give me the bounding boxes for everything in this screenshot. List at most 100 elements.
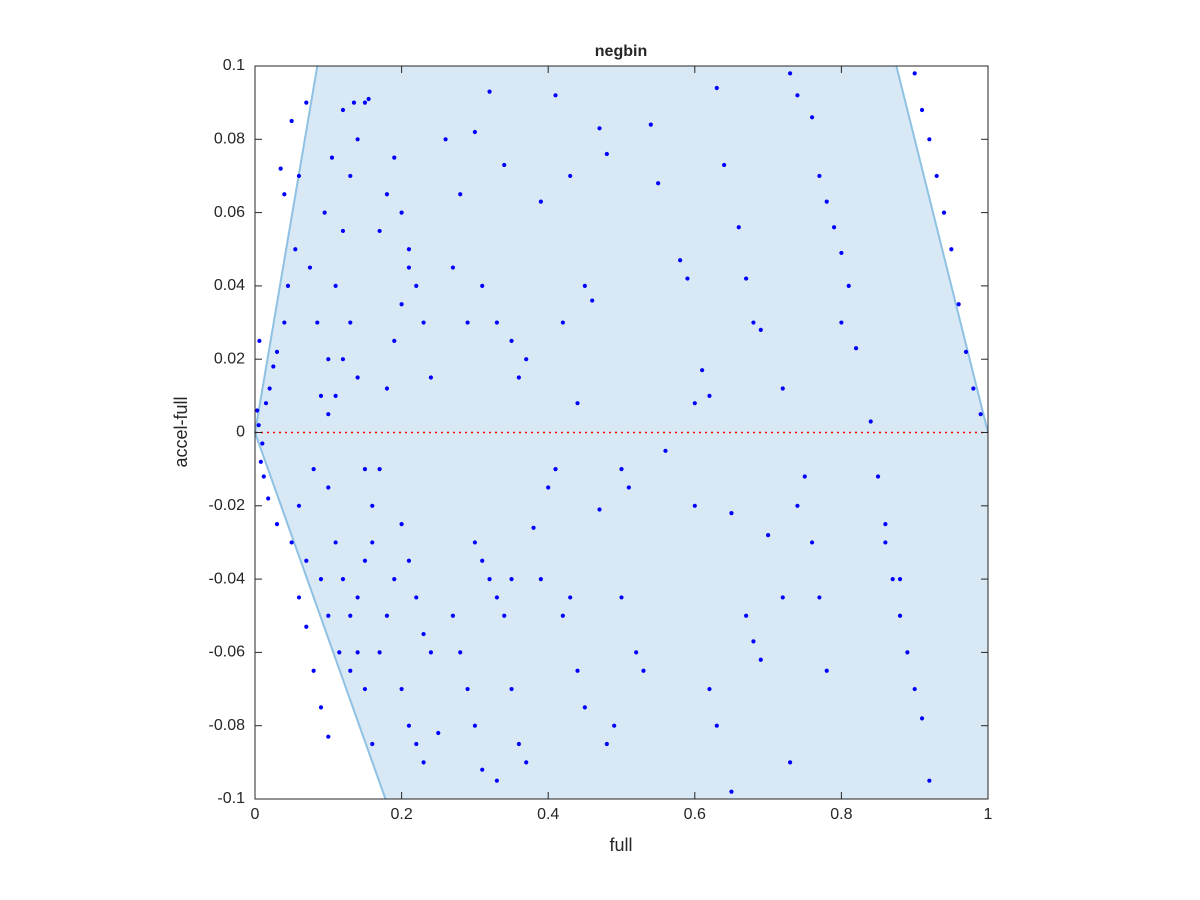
point bbox=[780, 386, 785, 391]
point bbox=[326, 613, 331, 618]
point bbox=[978, 412, 983, 417]
point bbox=[421, 631, 426, 637]
point bbox=[663, 448, 668, 453]
point bbox=[722, 162, 727, 168]
point bbox=[766, 533, 771, 538]
x-tick-label: 0.8 bbox=[830, 806, 852, 823]
x-tick-label: 0.4 bbox=[537, 806, 559, 823]
point bbox=[480, 767, 485, 772]
point bbox=[597, 507, 602, 512]
point bbox=[744, 613, 749, 618]
point bbox=[714, 85, 719, 91]
point bbox=[905, 650, 910, 655]
point bbox=[366, 96, 371, 102]
point bbox=[597, 126, 602, 131]
point bbox=[421, 320, 426, 325]
point bbox=[333, 540, 338, 545]
point bbox=[472, 129, 477, 135]
point bbox=[634, 650, 639, 655]
point bbox=[971, 386, 976, 391]
point bbox=[258, 459, 263, 464]
point bbox=[714, 723, 719, 728]
point bbox=[326, 734, 331, 739]
point bbox=[326, 412, 331, 417]
point bbox=[956, 302, 961, 307]
y-tick-label: 0.04 bbox=[214, 277, 245, 294]
point bbox=[912, 686, 917, 692]
point bbox=[326, 357, 331, 362]
point bbox=[399, 210, 404, 215]
point bbox=[370, 503, 375, 508]
point bbox=[575, 401, 580, 406]
point bbox=[255, 408, 260, 413]
point bbox=[428, 375, 434, 380]
point bbox=[839, 250, 844, 256]
point bbox=[384, 192, 390, 197]
point bbox=[817, 173, 822, 179]
point bbox=[875, 474, 881, 479]
point bbox=[487, 89, 492, 94]
point bbox=[787, 71, 793, 76]
x-tick-label: 0.2 bbox=[390, 806, 412, 823]
point bbox=[370, 741, 375, 747]
point bbox=[604, 151, 609, 157]
point bbox=[502, 613, 507, 618]
point bbox=[809, 115, 815, 120]
point bbox=[296, 503, 302, 508]
point bbox=[883, 522, 888, 527]
point bbox=[707, 686, 712, 692]
point bbox=[348, 668, 353, 673]
point bbox=[348, 173, 353, 179]
point bbox=[619, 595, 624, 600]
point bbox=[487, 577, 492, 582]
point bbox=[560, 320, 565, 325]
point bbox=[919, 107, 925, 113]
point bbox=[626, 485, 631, 490]
point bbox=[384, 613, 390, 618]
point bbox=[502, 162, 507, 168]
chart-title: negbin bbox=[595, 43, 647, 60]
point bbox=[919, 716, 925, 721]
point bbox=[787, 760, 793, 765]
point bbox=[362, 100, 368, 105]
point bbox=[795, 503, 800, 508]
y-tick-label: 0.02 bbox=[214, 350, 245, 367]
y-tick-label: 0.1 bbox=[223, 57, 245, 74]
point bbox=[692, 503, 697, 508]
point bbox=[883, 540, 888, 545]
y-tick-label: -0.06 bbox=[209, 644, 246, 661]
point bbox=[333, 283, 338, 288]
point bbox=[362, 686, 368, 692]
point bbox=[333, 393, 338, 398]
point bbox=[289, 118, 294, 124]
point bbox=[274, 349, 280, 354]
point bbox=[257, 338, 262, 343]
point bbox=[612, 723, 617, 728]
point bbox=[494, 595, 499, 600]
region-edge bbox=[254, 65, 319, 433]
point bbox=[304, 100, 309, 105]
point bbox=[266, 496, 271, 501]
point bbox=[362, 558, 368, 563]
y-tick-label: -0.08 bbox=[209, 717, 246, 734]
point bbox=[318, 393, 324, 398]
point bbox=[406, 723, 412, 728]
point bbox=[311, 668, 316, 673]
point bbox=[289, 540, 294, 545]
point bbox=[707, 393, 712, 398]
point bbox=[329, 155, 335, 160]
point bbox=[392, 577, 397, 582]
point bbox=[546, 485, 551, 490]
point bbox=[582, 283, 587, 288]
point bbox=[285, 283, 291, 288]
point bbox=[846, 283, 851, 288]
point bbox=[538, 199, 543, 204]
point bbox=[436, 730, 441, 736]
point bbox=[362, 467, 368, 472]
point bbox=[278, 166, 283, 171]
point bbox=[927, 137, 932, 142]
point bbox=[340, 107, 346, 113]
point bbox=[337, 650, 342, 655]
region-edge bbox=[254, 432, 387, 800]
point bbox=[267, 386, 272, 391]
